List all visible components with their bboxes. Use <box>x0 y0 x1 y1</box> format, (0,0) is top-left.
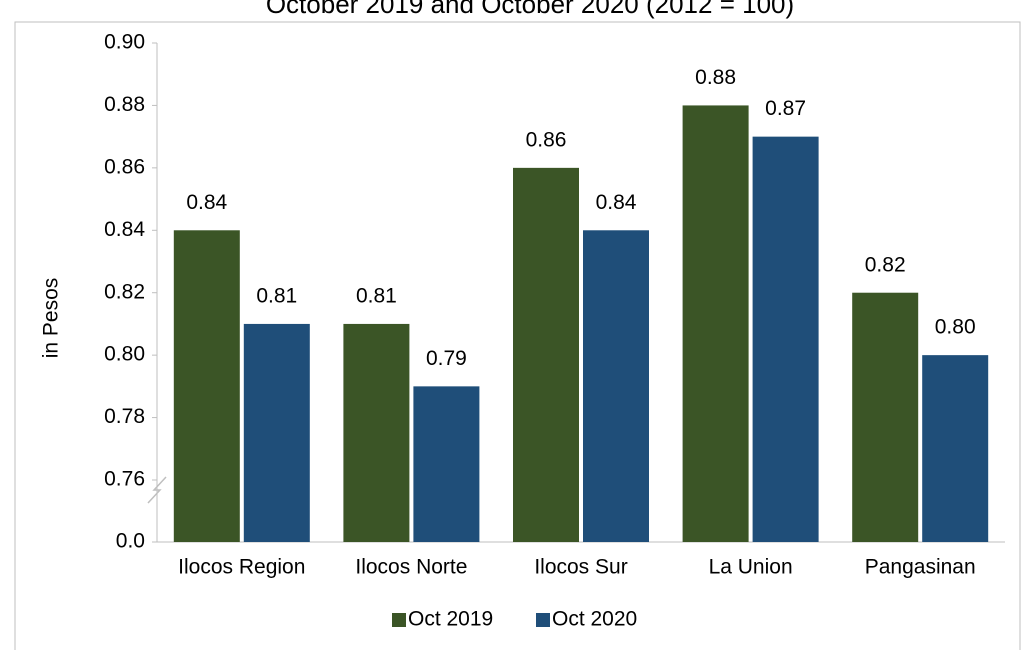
data-label: 0.84 <box>186 191 227 214</box>
y-axis-label: in Pesos <box>40 278 63 359</box>
y-tick-label: 0.78 <box>104 405 145 428</box>
data-label: 0.82 <box>865 253 906 276</box>
bar <box>243 323 310 542</box>
bar <box>852 292 919 542</box>
legend-swatch <box>392 613 406 627</box>
x-tick-label: La Union <box>709 556 793 579</box>
bar <box>922 355 989 542</box>
x-tick-label: Ilocos Norte <box>355 556 467 579</box>
y-tick-label: 0.88 <box>104 93 145 116</box>
y-tick-label: 0.82 <box>104 280 145 303</box>
legend-swatch <box>536 613 550 627</box>
bar <box>682 105 749 542</box>
y-tick-label: 0.90 <box>104 31 145 54</box>
data-label: 0.86 <box>526 128 567 151</box>
y-tick-label: 0.84 <box>104 218 145 241</box>
chart-title: October 2019 and October 2020 (2012 = 10… <box>266 0 794 19</box>
axis-break <box>147 476 167 504</box>
data-label: 0.79 <box>426 347 467 370</box>
y-tick-label: 0.76 <box>104 468 145 491</box>
chart-frame <box>14 21 1021 650</box>
y-tick-label: 0.86 <box>104 155 145 178</box>
data-label: 0.87 <box>765 97 806 120</box>
bar <box>343 323 410 542</box>
bar <box>413 386 480 542</box>
x-tick-label: Ilocos Region <box>178 556 305 579</box>
y-tick-label: 0.80 <box>104 343 145 366</box>
x-tick-label: Ilocos Sur <box>534 556 627 579</box>
data-label: 0.88 <box>695 66 736 89</box>
data-label: 0.80 <box>935 316 976 339</box>
x-tick-label: Pangasinan <box>865 556 976 579</box>
legend-label: Oct 2020 <box>552 608 637 631</box>
y-tick-label: 0.0 <box>116 530 145 553</box>
legend-label: Oct 2019 <box>408 608 493 631</box>
bar <box>513 167 579 542</box>
bar <box>752 136 819 542</box>
bar <box>583 230 649 543</box>
data-label: 0.84 <box>596 191 637 214</box>
data-label: 0.81 <box>256 284 297 307</box>
bar <box>173 230 240 543</box>
data-label: 0.81 <box>356 284 397 307</box>
